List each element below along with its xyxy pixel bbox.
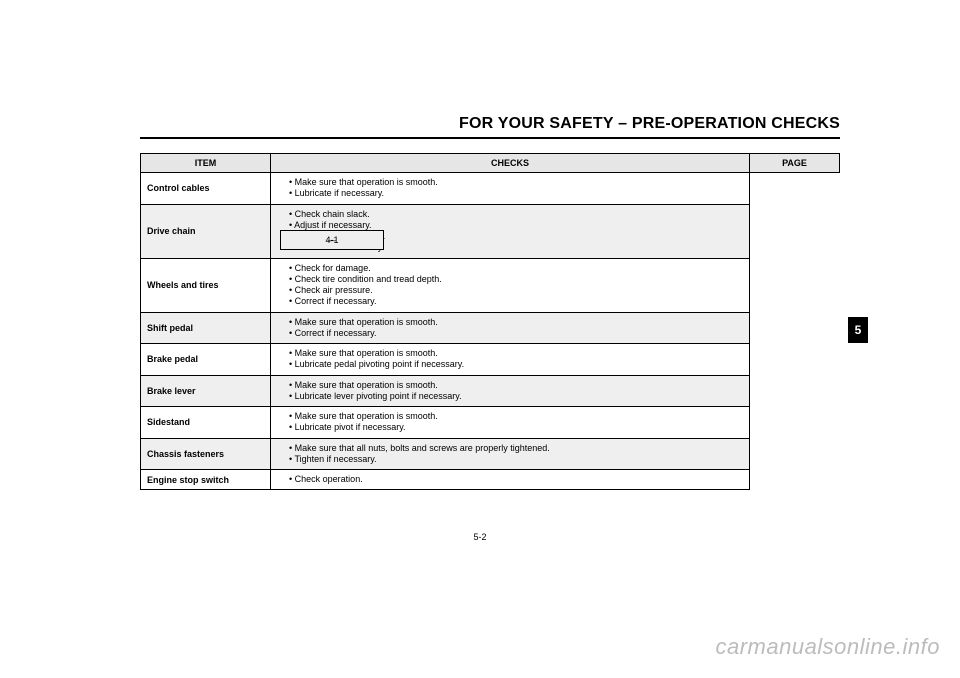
check-item: Check operation. [289,474,743,485]
page-title: FOR YOUR SAFETY – PRE-OPERATION CHECKS [140,115,840,139]
check-item: Tighten if necessary. [289,454,743,465]
section-tab: 5 [848,317,868,343]
table-row: Drive chainCheck chain slack.Adjust if n… [141,204,840,258]
check-item: Make sure that operation is smooth. [289,177,743,188]
cell-item: Control cables [141,173,271,205]
cell-checks: Make sure that operation is smooth.Lubri… [271,173,750,205]
cell-item: Engine stop switch [141,470,271,490]
table-row: Chassis fasteners Make sure that all nuts… [141,438,840,470]
cell-item: Chassis fasteners [141,438,271,470]
check-item: Check air pressure. [289,285,743,296]
cell-item: Shift pedal [141,312,271,344]
cell-item: Wheels and tires [141,258,271,312]
check-item: Make sure that operation is smooth. [289,411,743,422]
table-row: Shift pedalMake sure that operation is s… [141,312,840,344]
check-item: Correct if necessary. [289,328,743,339]
check-item: Check chain slack. [289,209,743,220]
check-item: Check for damage. [289,263,743,274]
cell-checks: Check operation. [271,470,750,490]
table-row: Brake pedalMake sure that operation is s… [141,344,840,376]
col-item: ITEM [141,154,271,173]
cell-checks: Make sure that operation is smooth.Lubri… [271,375,750,407]
watermark: carmanualsonline.info [715,634,940,660]
table-row: Wheels and tiresCheck for damage.Check t… [141,258,840,312]
check-item: Correct if necessary. [289,296,743,307]
check-item: Lubricate pivot if necessary. [289,422,743,433]
check-item: Lubricate pedal pivoting point if necess… [289,359,743,370]
col-checks: CHECKS [271,154,750,173]
cell-item: Drive chain [141,204,271,258]
table-header-row: ITEM CHECKS PAGE [141,154,840,173]
col-page: PAGE [750,154,840,173]
cell-checks: Make sure that operation is smooth.Lubri… [271,407,750,439]
table-row: SidestandMake sure that operation is smo… [141,407,840,439]
check-item: Lubricate if necessary. [289,188,743,199]
cell-item: Brake pedal [141,344,271,376]
cell-item: Brake lever [141,375,271,407]
check-item: Make sure that operation is smooth. [289,348,743,359]
check-item: Lubricate lever pivoting point if necess… [289,391,743,402]
cell-checks: Make sure that all nuts, bolts and screw… [271,438,750,470]
checks-table: ITEM CHECKS PAGE Control cablesMake sure… [140,153,840,490]
cell-item: Sidestand [141,407,271,439]
check-item: Make sure that operation is smooth. [289,317,743,328]
table-row: Brake leverMake sure that operation is s… [141,375,840,407]
check-item: Make sure that operation is smooth. [289,380,743,391]
page-number: 5-2 [0,532,960,542]
cell-checks: Check for damage.Check tire condition an… [271,258,750,312]
table-row: Engine stop switchCheck operation.4-1 [141,470,840,490]
page-content: FOR YOUR SAFETY – PRE-OPERATION CHECKS I… [140,115,840,490]
cell-page: 4-1 [280,230,384,250]
cell-checks: Make sure that operation is smooth.Lubri… [271,344,750,376]
check-item: Check tire condition and tread depth. [289,274,743,285]
table-row: Control cablesMake sure that operation i… [141,173,840,205]
cell-checks: Make sure that operation is smooth.Corre… [271,312,750,344]
check-item: Make sure that all nuts, bolts and screw… [289,443,743,454]
